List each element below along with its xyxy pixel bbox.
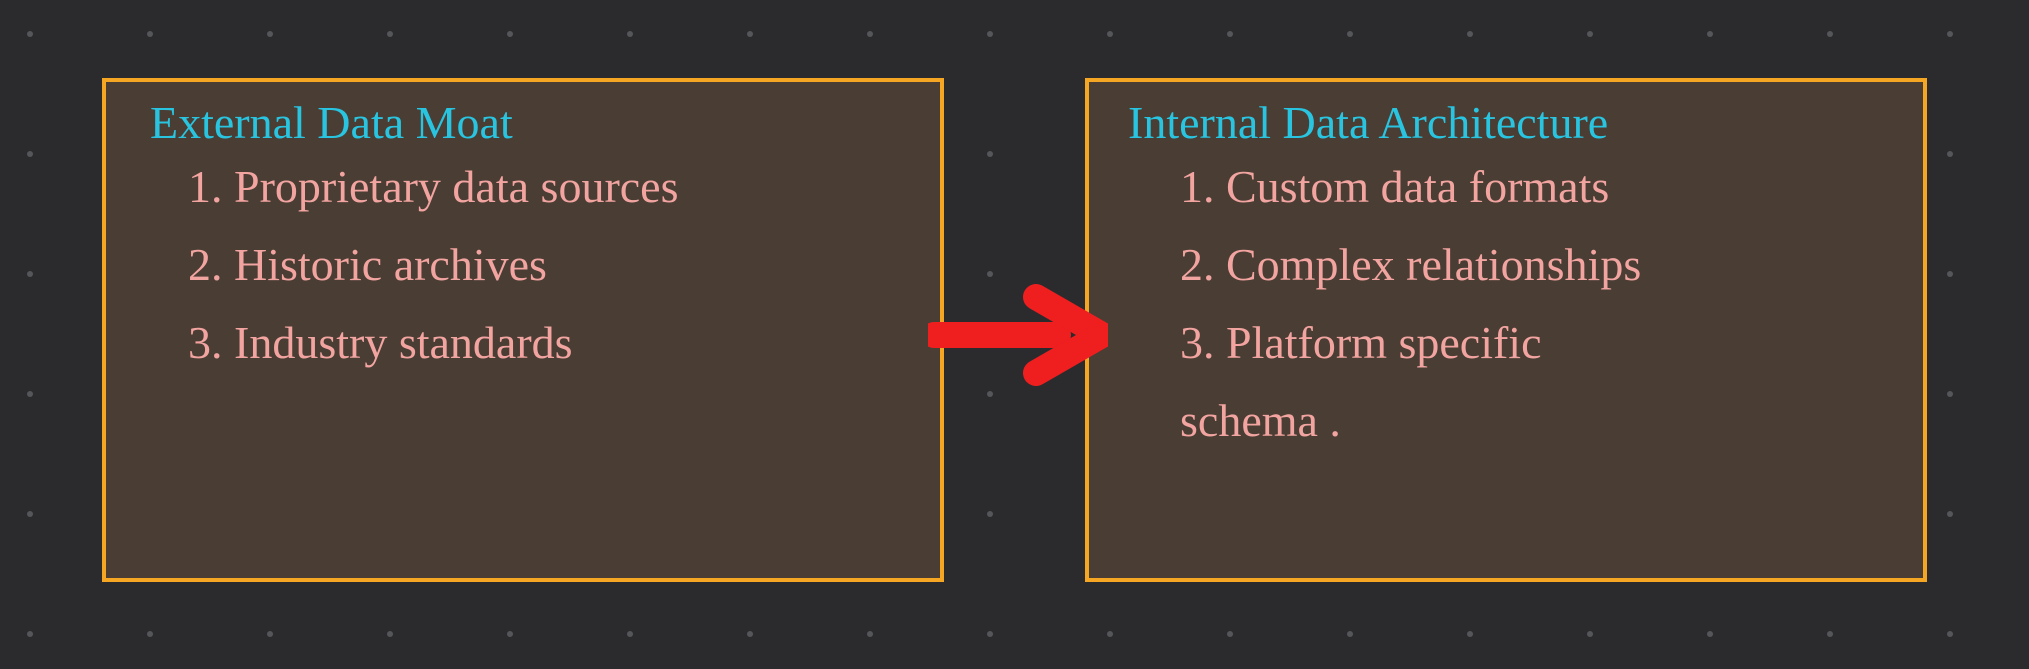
grid-dot [1107, 31, 1113, 37]
grid-dot [387, 631, 393, 637]
grid-dot [1947, 31, 1953, 37]
grid-dot [627, 631, 633, 637]
grid-dot [987, 511, 993, 517]
grid-dot [267, 31, 273, 37]
left-box-item: 3. Industry standards [188, 316, 573, 369]
grid-dot [987, 631, 993, 637]
grid-dot [27, 31, 33, 37]
grid-dot [1947, 631, 1953, 637]
right-box-item: 2. Complex relationships [1180, 238, 1641, 291]
grid-dot [1587, 631, 1593, 637]
grid-dot [27, 151, 33, 157]
left-box-title: External Data Moat [150, 96, 513, 149]
grid-dot [507, 31, 513, 37]
grid-dot [1707, 631, 1713, 637]
grid-dot [1947, 271, 1953, 277]
grid-dot [507, 631, 513, 637]
left-box-item: 2. Historic archives [188, 238, 547, 291]
right-box-item: 3. Platform specific [1180, 316, 1542, 369]
grid-dot [867, 631, 873, 637]
grid-dot [987, 391, 993, 397]
arrow-icon [928, 280, 1108, 390]
grid-dot [867, 31, 873, 37]
grid-dot [1947, 391, 1953, 397]
grid-dot [27, 511, 33, 517]
grid-dot [267, 631, 273, 637]
grid-dot [147, 31, 153, 37]
right-box-title: Internal Data Architecture [1128, 96, 1608, 149]
grid-dot [747, 631, 753, 637]
grid-dot [1707, 31, 1713, 37]
grid-dot [387, 31, 393, 37]
grid-dot [1107, 631, 1113, 637]
grid-dot [1347, 631, 1353, 637]
grid-dot [1347, 31, 1353, 37]
diagram-canvas: External Data Moat 1. Proprietary data so… [0, 0, 2029, 669]
grid-dot [987, 31, 993, 37]
grid-dot [987, 271, 993, 277]
grid-dot [27, 391, 33, 397]
left-box-item: 1. Proprietary data sources [188, 160, 679, 213]
grid-dot [27, 631, 33, 637]
grid-dot [1827, 31, 1833, 37]
grid-dot [747, 31, 753, 37]
grid-dot [1947, 151, 1953, 157]
right-box-item: 1. Custom data formats [1180, 160, 1609, 213]
grid-dot [1227, 31, 1233, 37]
grid-dot [1587, 31, 1593, 37]
grid-dot [1227, 631, 1233, 637]
grid-dot [147, 631, 153, 637]
grid-dot [27, 271, 33, 277]
grid-dot [1947, 511, 1953, 517]
grid-dot [987, 151, 993, 157]
right-box-item: schema . [1180, 394, 1341, 447]
grid-dot [1467, 631, 1473, 637]
grid-dot [1827, 631, 1833, 637]
grid-dot [627, 31, 633, 37]
grid-dot [1467, 31, 1473, 37]
